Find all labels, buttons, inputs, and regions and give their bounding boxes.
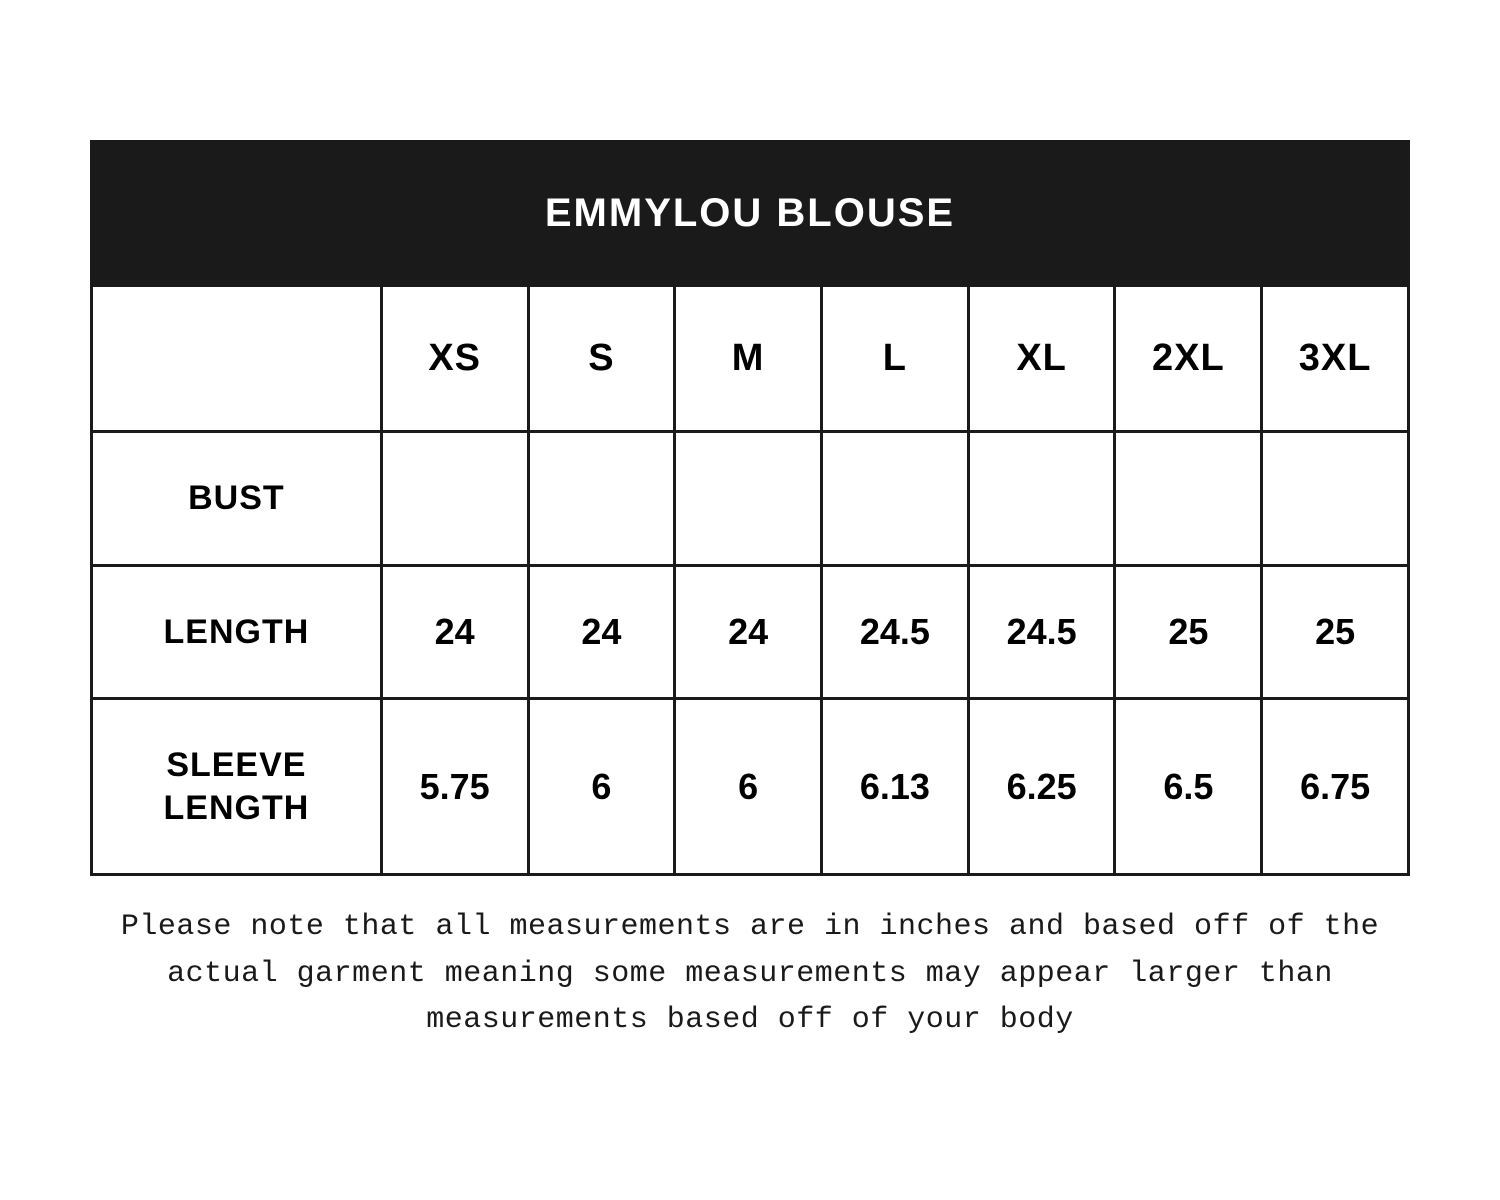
cell: [822, 432, 969, 566]
col-3xl: 3XL: [1262, 286, 1409, 432]
cell: [675, 432, 822, 566]
cell: 24: [528, 565, 675, 699]
cell: 6.5: [1115, 699, 1262, 875]
table-row: BUST: [92, 432, 1409, 566]
col-2xl: 2XL: [1115, 286, 1262, 432]
size-chart: EMMYLOU BLOUSE XS S M L XL 2XL 3XL BUST: [90, 140, 1410, 1044]
table-row: LENGTH 24 24 24 24.5 24.5 25 25: [92, 565, 1409, 699]
cell: 6.13: [822, 699, 969, 875]
cell: 6.75: [1262, 699, 1409, 875]
cell: 25: [1115, 565, 1262, 699]
measurement-note: Please note that all measurements are in…: [90, 904, 1410, 1044]
cell: [1115, 432, 1262, 566]
row-label-bust: BUST: [92, 432, 382, 566]
chart-title: EMMYLOU BLOUSE: [92, 142, 1409, 286]
col-xs: XS: [381, 286, 528, 432]
row-label-sleeve-length: SLEEVE LENGTH: [92, 699, 382, 875]
cell: 6: [675, 699, 822, 875]
cell: 5.75: [381, 699, 528, 875]
cell: [968, 432, 1115, 566]
col-l: L: [822, 286, 969, 432]
cell: 24.5: [822, 565, 969, 699]
cell: 24: [381, 565, 528, 699]
table-row: SLEEVE LENGTH 5.75 6 6 6.13 6.25 6.5 6.7…: [92, 699, 1409, 875]
cell: [381, 432, 528, 566]
cell: [528, 432, 675, 566]
cell: 6: [528, 699, 675, 875]
col-m: M: [675, 286, 822, 432]
cell: [1262, 432, 1409, 566]
blank-corner: [92, 286, 382, 432]
cell: 6.25: [968, 699, 1115, 875]
size-header-row: XS S M L XL 2XL 3XL: [92, 286, 1409, 432]
cell: 24: [675, 565, 822, 699]
row-label-length: LENGTH: [92, 565, 382, 699]
cell: 24.5: [968, 565, 1115, 699]
size-table: EMMYLOU BLOUSE XS S M L XL 2XL 3XL BUST: [90, 140, 1410, 876]
cell: 25: [1262, 565, 1409, 699]
title-row: EMMYLOU BLOUSE: [92, 142, 1409, 286]
col-s: S: [528, 286, 675, 432]
col-xl: XL: [968, 286, 1115, 432]
